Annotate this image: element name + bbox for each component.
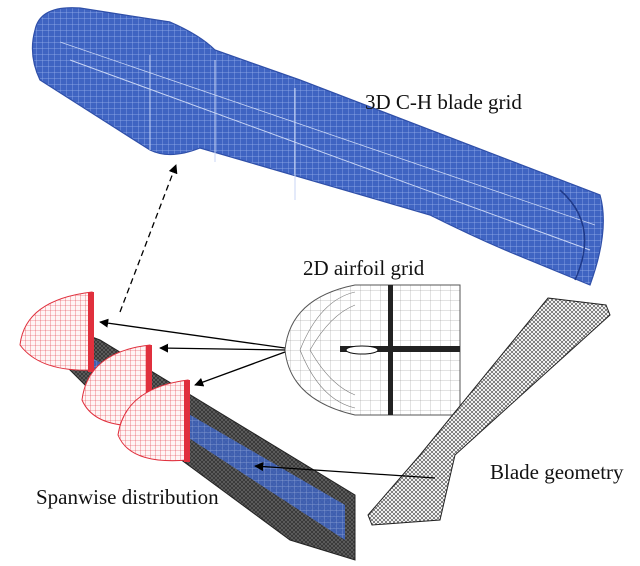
label-blade-geometry: Blade geometry (490, 460, 624, 484)
arrow-blade-to-span (254, 462, 436, 479)
arrows (99, 164, 436, 479)
section-grid-3 (117, 379, 190, 462)
grid-3d (31, 7, 604, 286)
label-2d-airfoil: 2D airfoil grid (303, 256, 425, 280)
section-grid-1 (19, 291, 94, 372)
arrow-to-section-2 (159, 343, 286, 353)
label-spanwise: Spanwise distribution (36, 485, 219, 509)
blade-geometry (367, 297, 611, 526)
dashed-arrow (119, 164, 178, 313)
arrow-to-section-3 (194, 351, 286, 387)
arrow-to-section-1 (99, 318, 286, 349)
airfoil-grid-2d (284, 284, 461, 416)
label-3d-grid: 3D C-H blade grid (365, 90, 522, 114)
